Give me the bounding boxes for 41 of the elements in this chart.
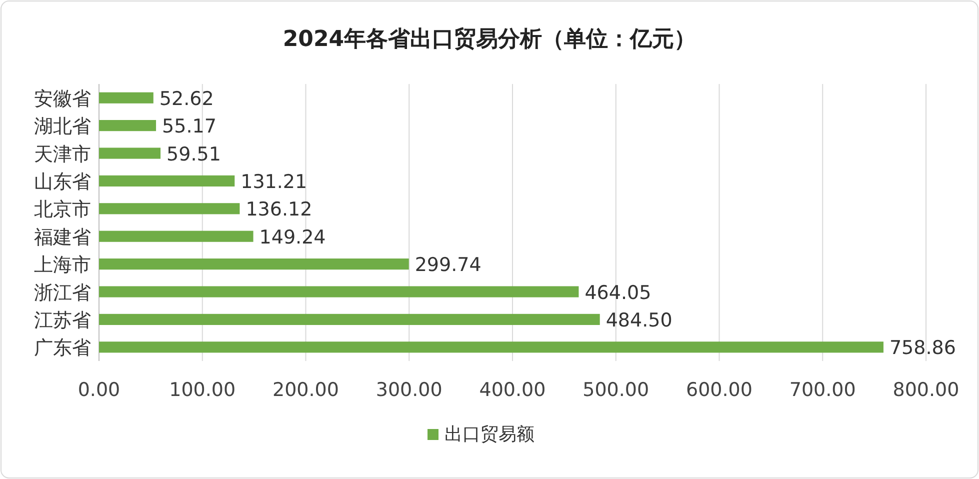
data-label: 758.86 (889, 337, 956, 360)
data-label: 484.50 (606, 309, 672, 332)
bar (99, 148, 161, 159)
y-tick-label: 安徽省 (34, 88, 91, 110)
x-tick-label: 0.00 (78, 379, 120, 401)
bar (99, 314, 600, 325)
data-label: 59.51 (166, 143, 221, 166)
x-tick-label: 500.00 (582, 379, 650, 401)
y-tick-label: 北京市 (34, 198, 91, 221)
y-tick-label: 浙江省 (34, 282, 91, 304)
x-tick-label: 300.00 (376, 379, 442, 401)
y-tick-label: 江苏省 (34, 309, 91, 332)
chart-title: 2024年各省出口贸易分析（单位：亿元） (282, 27, 696, 52)
x-tick-label: 800.00 (892, 379, 960, 401)
bar (99, 120, 156, 132)
y-tick-label: 福建省 (34, 226, 91, 248)
data-label: 131.21 (240, 170, 308, 193)
x-tick-label: 400.00 (479, 379, 546, 401)
bar (99, 203, 240, 214)
bar (99, 342, 884, 353)
y-tick-label: 广东省 (34, 337, 91, 360)
y-tick-label: 湖北省 (34, 116, 91, 138)
data-label: 464.05 (584, 282, 652, 304)
y-tick-label: 上海市 (34, 254, 91, 276)
x-tick-label: 100.00 (169, 379, 236, 401)
data-label: 299.74 (414, 254, 482, 276)
legend-label: 出口贸易额 (444, 424, 534, 445)
bar (99, 258, 409, 270)
data-label: 52.62 (159, 88, 214, 110)
bar (99, 286, 579, 298)
y-tick-label: 天津市 (34, 143, 91, 166)
bar (99, 230, 254, 242)
y-tick-label: 山东省 (34, 170, 91, 193)
bar (99, 92, 154, 104)
x-tick-label: 200.00 (272, 379, 339, 401)
x-tick-label: 700.00 (789, 379, 856, 401)
data-label: 149.24 (259, 226, 326, 248)
data-label: 55.17 (162, 116, 216, 138)
bar (99, 175, 235, 186)
x-tick-label: 600.00 (686, 379, 752, 401)
data-label: 136.12 (246, 198, 312, 221)
